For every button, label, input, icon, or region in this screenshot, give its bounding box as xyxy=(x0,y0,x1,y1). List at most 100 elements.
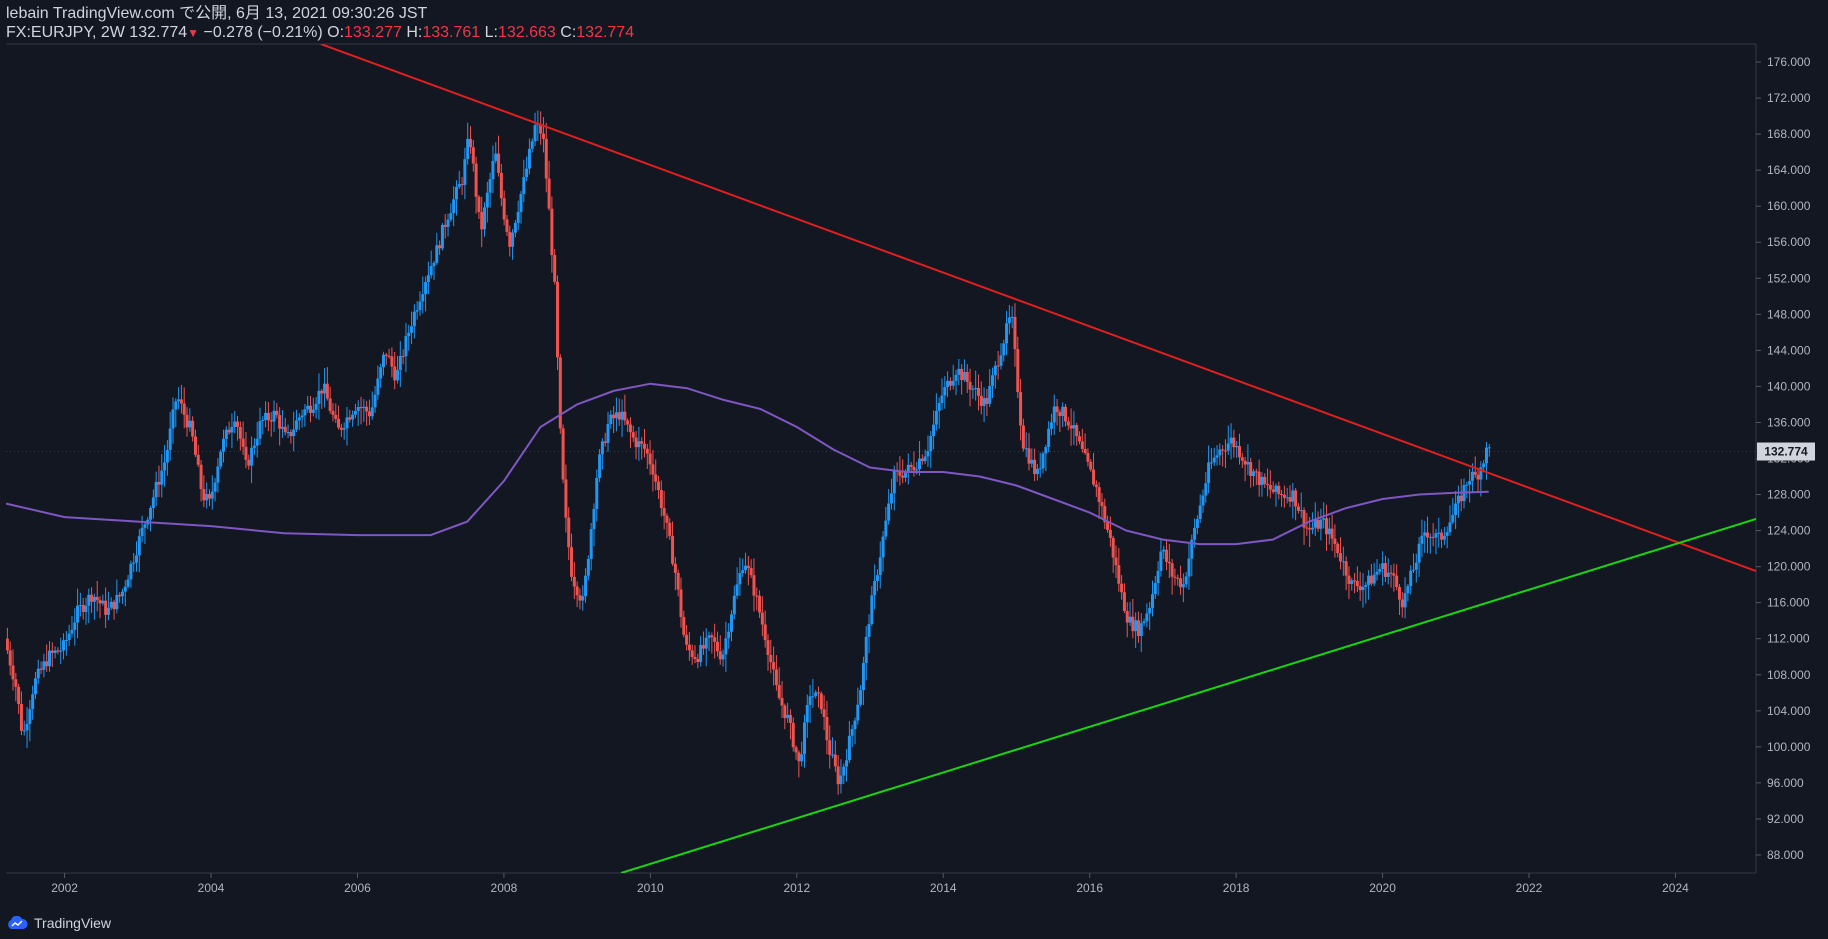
candle-up xyxy=(1035,468,1039,475)
candle-up xyxy=(881,536,885,558)
candle-up xyxy=(1187,558,1191,577)
y-tick-label: 172.000 xyxy=(1767,91,1811,105)
candle-down xyxy=(393,366,397,381)
candle-up xyxy=(999,355,1003,366)
candle-up xyxy=(744,565,748,571)
candle-up xyxy=(1195,519,1199,528)
candle-down xyxy=(1080,441,1084,449)
candle-down xyxy=(1092,469,1096,485)
candle-down xyxy=(1336,543,1340,554)
candle-down xyxy=(505,219,509,232)
candle-up xyxy=(1454,503,1458,516)
candle-up xyxy=(311,409,315,413)
candle-down xyxy=(710,635,714,638)
candle-up xyxy=(370,407,374,417)
candle-down xyxy=(1063,406,1067,422)
candle-up xyxy=(814,692,818,697)
candle-up xyxy=(954,374,958,381)
candle-up xyxy=(845,760,849,767)
candle-down xyxy=(207,494,211,499)
candle-down xyxy=(348,417,352,420)
candle-up xyxy=(252,445,256,448)
candle-up xyxy=(887,503,891,521)
candle-down xyxy=(1440,532,1444,540)
candle-up xyxy=(446,219,450,227)
candle-up xyxy=(1378,568,1382,572)
x-tick-label: 2002 xyxy=(51,881,78,895)
candle-up xyxy=(1468,480,1472,485)
candle-up xyxy=(454,186,458,200)
candle-down xyxy=(960,368,964,381)
candle-up xyxy=(808,696,812,705)
candle-down xyxy=(236,421,240,427)
candle-down xyxy=(95,596,99,601)
moving-average-line[interactable] xyxy=(6,382,1489,546)
candle-down xyxy=(1305,527,1309,529)
candles-group xyxy=(6,110,1491,795)
candle-down xyxy=(1344,561,1348,576)
y-tick-label: 96.000 xyxy=(1767,776,1804,790)
candle-down xyxy=(508,231,512,247)
candle-up xyxy=(1002,343,1006,356)
candle-up xyxy=(1215,455,1219,458)
candle-down xyxy=(289,431,293,437)
footer-brand[interactable]: TradingView xyxy=(6,915,111,931)
candle-up xyxy=(943,387,947,396)
candle-down xyxy=(477,196,481,213)
candle-up xyxy=(109,601,113,608)
candle-up xyxy=(1327,528,1331,535)
open-value: 133.277 xyxy=(344,24,402,41)
candle-up xyxy=(33,678,37,695)
candle-down xyxy=(1302,510,1306,528)
candle-down xyxy=(1369,575,1373,584)
candle-down xyxy=(1268,484,1272,490)
candle-down xyxy=(474,163,478,197)
candle-down xyxy=(603,441,607,443)
candle-up xyxy=(255,438,259,446)
candle-down xyxy=(657,481,661,491)
candle-up xyxy=(398,355,402,371)
candle-up xyxy=(1417,543,1421,563)
candle-up xyxy=(1437,532,1441,534)
candle-up xyxy=(592,508,596,530)
y-tick-label: 152.000 xyxy=(1767,271,1811,285)
candle-up xyxy=(1319,519,1323,529)
candle-down xyxy=(640,441,644,444)
open-label: O: xyxy=(327,24,345,41)
candle-up xyxy=(1310,527,1314,530)
candle-up xyxy=(730,614,734,632)
candle-up xyxy=(1252,471,1256,477)
candle-down xyxy=(1240,457,1244,461)
candle-down xyxy=(1389,572,1393,574)
candle-up xyxy=(404,336,408,357)
candle-up xyxy=(1024,448,1028,450)
candle-up xyxy=(957,368,961,375)
candle-down xyxy=(760,612,764,625)
candle-down xyxy=(1131,616,1135,632)
candle-down xyxy=(334,414,338,419)
candle-down xyxy=(387,355,391,357)
candle-down xyxy=(948,380,952,386)
candle-down xyxy=(1266,483,1270,485)
candle-down xyxy=(1058,412,1062,417)
candle-down xyxy=(766,640,770,655)
symbol-label[interactable]: FX:EURJPY, 2W xyxy=(6,24,125,41)
y-tick-label: 176.000 xyxy=(1767,55,1811,69)
y-tick-label: 100.000 xyxy=(1767,740,1811,754)
candle-up xyxy=(1274,485,1278,492)
low-label: L: xyxy=(484,24,498,41)
candle-up xyxy=(1456,495,1460,504)
support-trendline[interactable] xyxy=(620,517,1756,873)
candle-up xyxy=(25,723,29,731)
candle-down xyxy=(651,464,655,475)
resistance-trendline[interactable] xyxy=(320,44,1756,573)
candle-up xyxy=(1246,462,1250,465)
candle-down xyxy=(1271,489,1275,492)
close-value: 132.774 xyxy=(576,24,635,41)
candle-down xyxy=(1282,494,1286,498)
candle-down xyxy=(572,576,576,587)
candle-down xyxy=(1103,506,1107,523)
candle-up xyxy=(314,403,318,410)
candle-up xyxy=(463,159,467,185)
